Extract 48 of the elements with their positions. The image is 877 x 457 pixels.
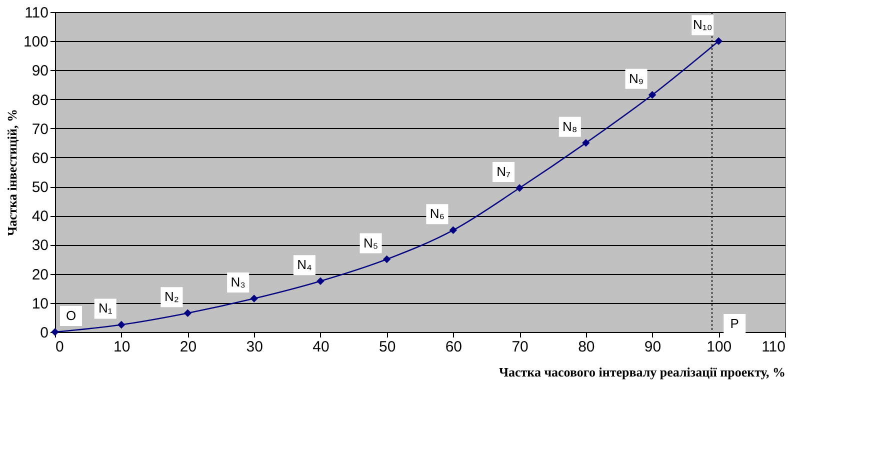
point — [316, 277, 324, 285]
annotation: N₉ — [629, 70, 644, 86]
annotation: N₈ — [562, 118, 578, 134]
point — [184, 309, 192, 317]
x-tick-label: 0 — [56, 338, 64, 356]
annotation: N₁₀ — [693, 17, 712, 32]
x-tick-label: 70 — [512, 338, 528, 356]
y-tick-label: 80 — [32, 92, 48, 109]
annotation: O — [66, 308, 76, 323]
x-tick-label: 10 — [114, 338, 130, 356]
y-tick-label: 50 — [32, 179, 48, 196]
y-tick-label: 40 — [32, 208, 48, 226]
annotation: P — [730, 316, 739, 331]
annotation: N₂ — [164, 289, 179, 304]
annotation: N₆ — [430, 206, 444, 222]
y-tick-label: 60 — [32, 150, 48, 167]
y-tick-label: 100 — [23, 34, 48, 51]
x-tick-label: 100 — [706, 338, 732, 356]
x-tick-label: 20 — [180, 338, 197, 356]
y-tick-label: 30 — [32, 237, 48, 254]
annotation: N₃ — [230, 274, 246, 290]
y-tick-label: 110 — [24, 4, 48, 22]
y-tick-label: 10 — [32, 295, 48, 312]
x-tick-label: 50 — [378, 338, 396, 356]
x-tick-label: 30 — [246, 338, 263, 356]
x-tick-label: 90 — [644, 338, 662, 356]
x-tick-label: 60 — [445, 338, 462, 356]
point — [582, 139, 590, 147]
x-tick-label: 40 — [312, 338, 330, 356]
point — [516, 184, 524, 192]
y-tick-label: 70 — [32, 120, 48, 138]
point — [449, 226, 458, 234]
point — [714, 37, 723, 45]
annotation: N₄ — [297, 257, 312, 272]
annotation: N₅ — [364, 235, 378, 250]
annotation: N₁ — [98, 300, 113, 316]
point — [250, 294, 258, 302]
x-tick-label: 110 — [762, 338, 786, 356]
annotation: N₇ — [496, 164, 512, 179]
x-axis-title: Частка часового інтервалу реалізації проекту, % — [498, 364, 786, 380]
point — [648, 91, 656, 99]
point — [382, 255, 391, 264]
y-tick-label: 0 — [40, 324, 48, 342]
x-tick-label: 80 — [578, 338, 595, 356]
y-tick-label: 20 — [32, 266, 48, 284]
y-tick-label: 90 — [32, 62, 48, 80]
y-axis-title: Частка інвестицій, % — [4, 108, 20, 236]
point — [117, 320, 126, 329]
